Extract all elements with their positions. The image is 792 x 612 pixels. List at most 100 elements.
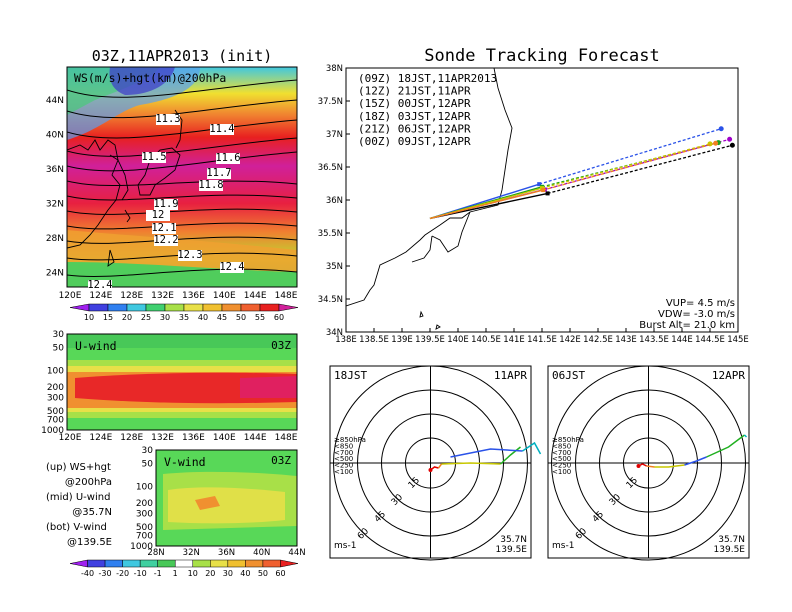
colorbar-label: 25	[141, 313, 151, 322]
hodograph-trace	[684, 456, 707, 466]
hodograph-time: 06JST	[552, 369, 585, 382]
track-coastline	[346, 68, 513, 330]
hodo-legend-entry: <100	[334, 468, 353, 476]
hgt-contour-line	[67, 194, 297, 201]
right-title: Sonde Tracking Forecast	[424, 46, 659, 66]
hodograph-trace	[441, 462, 501, 465]
colorbar-swatch	[202, 303, 223, 312]
lat-tick-label: 28N	[46, 234, 64, 244]
lat-tick-label: 35.5N	[318, 229, 343, 239]
track-lon-ticks: 138E 138.5E 139E 139.5E 140E 140.5E 141E 141.5E…	[335, 328, 749, 345]
contour-label-bg	[154, 235, 178, 246]
lon-tick-label: 140.5E	[471, 335, 501, 345]
lon-tick-label: 138E	[335, 335, 357, 345]
colorbar-swatch	[240, 303, 261, 312]
track-descent-line	[547, 144, 733, 195]
landing-marker	[727, 136, 733, 142]
hgt-contour-line	[67, 180, 297, 187]
lon-tick-label: 128E	[120, 433, 143, 443]
track-ascent-line	[429, 192, 548, 220]
track-legend-entry: (18Z) 03JST,12APR	[358, 110, 471, 123]
colorbar-label: 15	[103, 313, 113, 322]
lon-tick-label: 141E	[503, 335, 525, 345]
colorbar-label: 60	[275, 569, 285, 578]
colorbar-swatch	[227, 559, 246, 568]
vwind-lat-ticks: 28N 32N 36N 40N 44N	[147, 548, 305, 558]
colorbar-swatch	[245, 559, 264, 568]
hodograph-trace	[706, 434, 745, 458]
colorbar-swatch	[69, 303, 90, 312]
colorbar-swatch	[157, 559, 176, 568]
p-tick-label: 500	[136, 523, 153, 533]
lon-tick-label: 148E	[275, 291, 298, 301]
hodograph-unit: ms-1	[334, 541, 356, 551]
lon-tick-label: 139.5E	[415, 335, 445, 345]
left-legend: (up) WS+hgt @200hPa (mid) U-wind @35.7N (bot…	[46, 462, 112, 548]
hodo-legend-entry: <700	[552, 449, 571, 457]
colorbar-swatch	[280, 559, 299, 568]
hodo-legend-entry: <250	[552, 462, 571, 470]
colorbar-label: 20	[205, 569, 215, 578]
burst-marker	[541, 188, 546, 193]
contour-label: 11.4	[209, 123, 234, 135]
p-tick-label: 300	[136, 509, 153, 519]
colorbar-label: 10	[84, 313, 94, 322]
left-legend-line: (bot) V-wind	[46, 522, 107, 533]
track-info-line: Burst Alt= 21.0 km	[639, 320, 735, 331]
colorbar-swatch	[107, 303, 128, 312]
contour-label: 12.4	[219, 261, 244, 273]
lon-tick-label: 138.5E	[359, 335, 389, 345]
hodograph-date: 11APR	[494, 369, 527, 382]
landing-marker	[718, 126, 724, 132]
contour-label: 11.5	[141, 151, 166, 163]
lon-tick-label: 144.5E	[695, 335, 725, 345]
lat-tick-label: 36N	[218, 548, 235, 558]
colorbar-label: -20	[116, 569, 129, 578]
hodograph-date: 12APR	[712, 369, 745, 382]
colorbar-swatch	[139, 559, 158, 568]
p-tick-label: 100	[136, 482, 153, 492]
landing-marker	[729, 142, 735, 148]
contour-label: 11.7	[206, 167, 231, 179]
surface-marker	[428, 468, 433, 472]
p-tick-label: 700	[47, 415, 64, 425]
vwind-time: 03Z	[271, 454, 291, 467]
lon-tick-label: 144E	[671, 335, 693, 345]
hodograph-trace	[450, 448, 523, 458]
contour-label: 12.4	[87, 279, 112, 291]
contour-label-bg	[178, 250, 202, 261]
track-legend-entry: (09Z) 18JST,11APR2013	[358, 72, 497, 85]
colorbar-label: 40	[198, 313, 208, 322]
lon-tick-label: 120E	[59, 433, 82, 443]
track-descent-line	[539, 128, 722, 185]
burst-marker	[537, 182, 542, 187]
lat-tick-label: 44N	[288, 548, 305, 558]
uwind-label: U-wind	[75, 339, 117, 353]
p-tick-label: 30	[53, 330, 65, 340]
colorbar-label: 40	[240, 569, 250, 578]
hodograph-trace	[743, 434, 748, 438]
map-lon-ticks: 120E 124E 128E 132E 136E 140E 144E 148E	[59, 291, 298, 301]
hodograph-time: 18JST	[334, 369, 367, 382]
lat-tick-label: 40N	[46, 131, 64, 141]
colorbar-swatch	[221, 303, 242, 312]
lon-tick-label: 141.5E	[527, 335, 557, 345]
lat-tick-label: 35N	[326, 262, 343, 272]
hodo-legend-entry: ≥850hPa	[552, 436, 584, 444]
track-legend-entry: (00Z) 09JST,12APR	[358, 135, 471, 148]
burst-marker	[545, 191, 550, 196]
p-tick-label: 200	[136, 499, 153, 509]
p-tick-label: 300	[47, 393, 64, 403]
colorbar-label: -1	[154, 569, 162, 578]
hodograph-trace	[437, 463, 443, 469]
vwind-colorbar: -40 -30 -20 -10 -1 1 10 20 30 40 50 60	[69, 559, 299, 578]
lat-tick-label: 37.5N	[318, 97, 343, 107]
hodograph-trace	[646, 465, 655, 468]
colorbar-swatch	[192, 559, 211, 568]
lat-tick-label: 38N	[326, 64, 343, 74]
